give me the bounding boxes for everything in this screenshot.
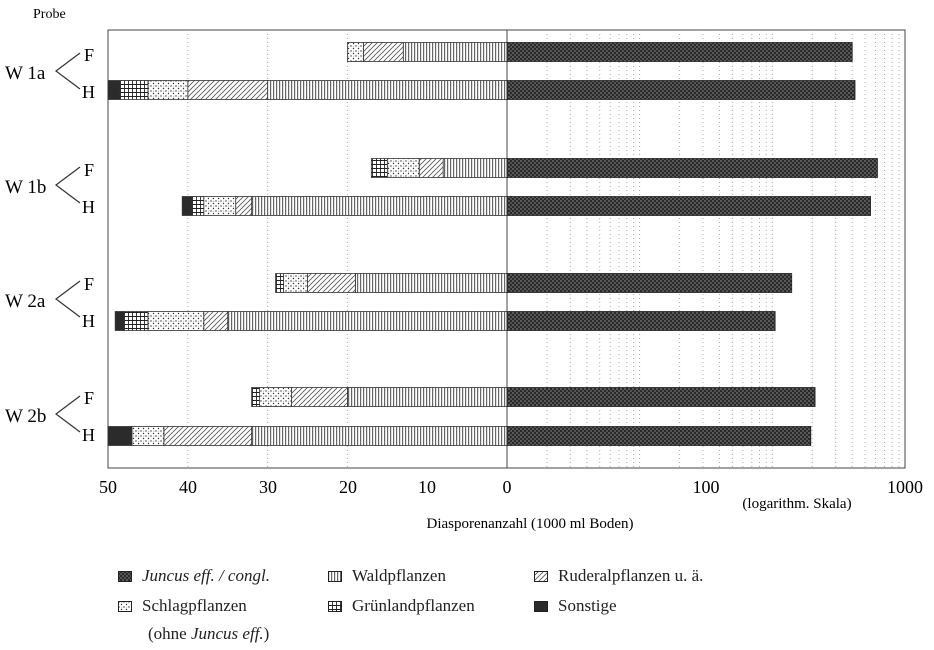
- bar-segment-juncus: [506, 42, 853, 62]
- left-tick-label: 10: [418, 477, 436, 497]
- legend-label: Grünlandpflanzen: [352, 596, 475, 615]
- group-bracket: [55, 166, 81, 204]
- bar-segment-ruderalpflanzen: [307, 273, 356, 293]
- group-bracket: [55, 280, 81, 318]
- right-tick-label: 1000: [887, 477, 923, 497]
- bar-segment-sonstige: [107, 426, 133, 446]
- legend: Juncus eff. / congl. Waldpflanzen Rudera…: [118, 566, 818, 646]
- log-scale-note: (logarithm. Skala): [742, 496, 851, 512]
- legend-schlag-note: (ohne Juncus eff.): [148, 624, 269, 644]
- legend-label: Juncus eff. / congl.: [142, 566, 270, 585]
- legend-item-wald: Waldpflanzen: [328, 566, 446, 586]
- bar-segment-grünlandpflanzen: [119, 80, 149, 100]
- bar-segment-sonstige: [181, 196, 193, 216]
- legend-item-sonstige: Sonstige: [534, 596, 617, 616]
- legend-label: Schlagpflanzen: [142, 596, 247, 615]
- row-label: H: [82, 197, 95, 217]
- bar-segment-juncus: [506, 311, 776, 331]
- bar-segment-grünlandpflanzen: [251, 387, 261, 407]
- bar-segment-ruderalpflanzen: [418, 158, 444, 178]
- legend-item-juncus: Juncus eff. / congl.: [118, 566, 270, 586]
- bar-segment-sonstige: [107, 80, 121, 100]
- bar-segment-juncus: [506, 196, 871, 216]
- bar-segment-ruderalpflanzen: [291, 387, 348, 407]
- legend-note-part: ): [263, 624, 270, 643]
- group-label: W 1a: [5, 63, 46, 84]
- wald-swatch-icon: [328, 570, 342, 582]
- row-label: F: [84, 160, 94, 180]
- bar-segment-schlagpflanzen: [259, 387, 292, 407]
- bar-segment-waldpflanzen: [402, 42, 508, 62]
- legend-note-part: (ohne: [148, 624, 191, 643]
- juncus-swatch-icon: [118, 570, 132, 582]
- legend-item-ruderal: Ruderalpflanzen u. ä.: [534, 566, 703, 586]
- group-label: W 2a: [5, 291, 46, 312]
- gruen-swatch-icon: [328, 600, 342, 612]
- x-axis-label: Diasporenanzahl (1000 ml Boden): [426, 516, 633, 532]
- bar-segment-waldpflanzen: [267, 80, 508, 100]
- legend-label: Waldpflanzen: [352, 566, 446, 585]
- legend-label: Ruderalpflanzen u. ä.: [558, 566, 704, 585]
- bar-segment-schlagpflanzen: [131, 426, 165, 446]
- row-label: H: [82, 82, 95, 102]
- bar-segment-waldpflanzen: [442, 158, 508, 178]
- row-label: H: [82, 425, 95, 445]
- bar-segment-grünlandpflanzen: [123, 311, 149, 331]
- bar-segment-waldpflanzen: [354, 273, 508, 293]
- row-label: F: [84, 45, 94, 65]
- bar-segment-grünlandpflanzen: [370, 158, 388, 178]
- legend-note-part: Juncus eff.: [190, 624, 264, 643]
- bar-segment-waldpflanzen: [227, 311, 508, 331]
- bar-segment-schlagpflanzen: [147, 311, 205, 331]
- right-tick-label: 0: [503, 477, 512, 497]
- bar-segment-ruderalpflanzen: [203, 311, 229, 331]
- group-bracket: [55, 52, 81, 90]
- legend-label: Sonstige: [558, 596, 617, 615]
- bar-segment-grünlandpflanzen: [275, 273, 284, 293]
- bar-segment-waldpflanzen: [251, 426, 508, 446]
- left-tick-label: 50: [99, 477, 117, 497]
- bar-segment-waldpflanzen: [251, 196, 508, 216]
- sonstige-swatch-icon: [534, 600, 548, 612]
- bar-segment-schlagpflanzen: [346, 42, 364, 62]
- group-label: W 1b: [5, 177, 46, 198]
- group-bracket: [55, 395, 81, 433]
- left-tick-label: 40: [179, 477, 197, 497]
- row-label: F: [84, 274, 94, 294]
- bar-segment-juncus: [506, 80, 856, 100]
- chart: Probe Diasporenanzahl (1000 ml Boden) (l…: [5, 7, 923, 532]
- right-tick-label: 100: [693, 477, 720, 497]
- bar-segment-schlagpflanzen: [147, 80, 189, 100]
- bar-segment-sonstige: [114, 311, 125, 331]
- bar-segment-schlagpflanzen: [203, 196, 237, 216]
- legend-item-schlag: Schlagpflanzen: [118, 596, 247, 616]
- bar-segment-juncus: [506, 158, 878, 178]
- ruderal-swatch-icon: [534, 570, 548, 582]
- bar-segment-waldpflanzen: [346, 387, 508, 407]
- bar-segment-juncus: [506, 426, 812, 446]
- left-tick-label: 30: [259, 477, 277, 497]
- bar-segment-grünlandpflanzen: [191, 196, 205, 216]
- schlag-swatch-icon: [118, 600, 132, 612]
- left-tick-label: 20: [339, 477, 357, 497]
- bar-segment-ruderalpflanzen: [235, 196, 253, 216]
- bar-segment-ruderalpflanzen: [163, 426, 253, 446]
- legend-item-gruen: Grünlandpflanzen: [328, 596, 475, 616]
- bar-segment-schlagpflanzen: [386, 158, 420, 178]
- bar-segment-juncus: [506, 387, 816, 407]
- row-label: F: [84, 388, 94, 408]
- bar-segment-ruderalpflanzen: [187, 80, 269, 100]
- bar-segment-schlagpflanzen: [283, 273, 308, 293]
- bar-segment-ruderalpflanzen: [362, 42, 404, 62]
- bar-segment-juncus: [506, 273, 793, 293]
- group-label: W 2b: [5, 406, 46, 427]
- probe-header: Probe: [33, 7, 66, 22]
- row-label: H: [82, 311, 95, 331]
